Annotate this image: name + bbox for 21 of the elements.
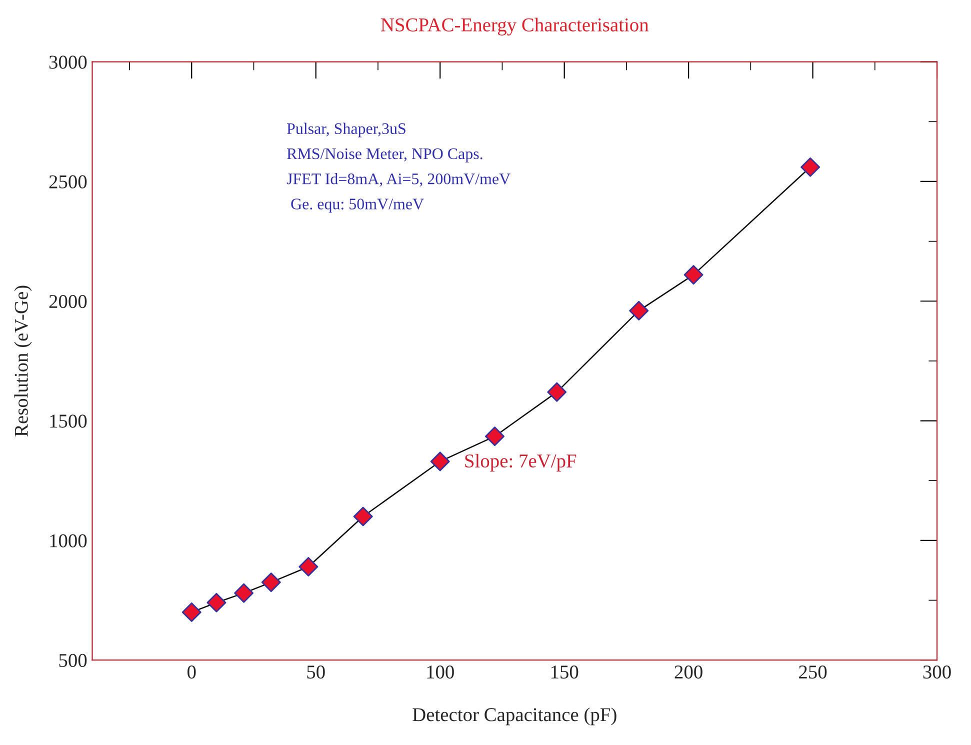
x-tick-label: 200 xyxy=(674,665,702,679)
y-tick-label: 3000 xyxy=(49,56,87,69)
annotation: Slope: 7eV/pF xyxy=(465,454,576,472)
x-tick-label: 250 xyxy=(799,665,827,679)
x-tick-label: 0 xyxy=(188,665,196,679)
y-tick-label: 1500 xyxy=(50,414,87,428)
chart-title: NSCPAC-Energy Characterisation xyxy=(380,18,649,36)
y-tick-label: 500 xyxy=(59,654,87,668)
x-tick-label: 150 xyxy=(551,665,578,679)
x-axis-title: Detector Capacitance (pF) xyxy=(412,708,616,726)
annotation: JFET Id=8mA, Ai=5, 200mV/meV xyxy=(286,173,510,187)
x-tick-label: 100 xyxy=(427,665,454,679)
annotation: Pulsar, Shaper,3uS xyxy=(287,122,406,138)
x-tick-label: 300 xyxy=(923,665,951,679)
y-tick-label: 2000 xyxy=(49,294,87,308)
y-axis-title: Resolution (eV-Ge) xyxy=(14,286,32,436)
x-tick-label: 50 xyxy=(307,665,325,679)
y-tick-label: 2500 xyxy=(49,175,87,188)
annotation: Ge. equ: 50mV/meV xyxy=(291,198,424,213)
annotation: RMS/Noise Meter, NPO Caps. xyxy=(287,148,482,162)
y-tick-label: 1000 xyxy=(50,534,87,548)
